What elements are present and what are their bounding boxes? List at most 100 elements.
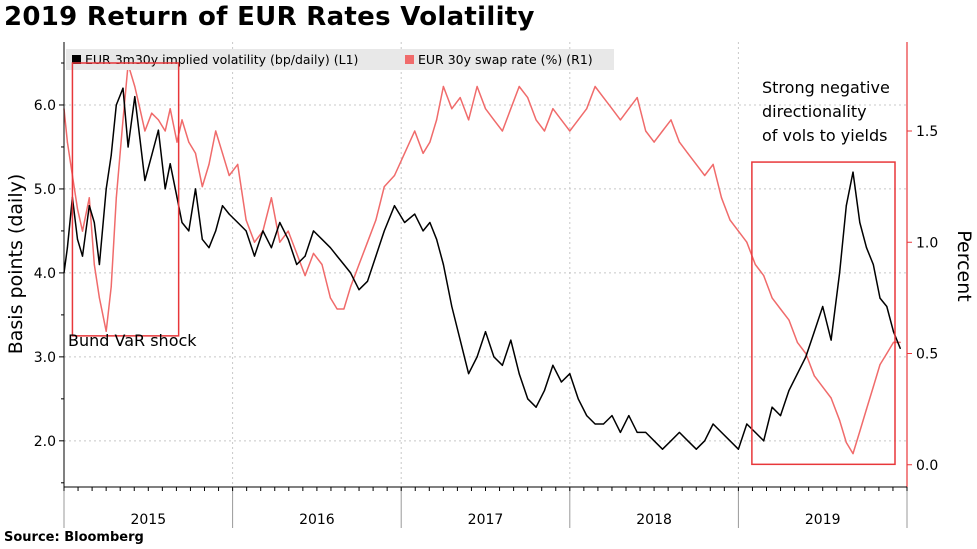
series-point-0: [653, 440, 655, 442]
series-point-0: [329, 247, 331, 249]
series-point-1: [822, 386, 824, 388]
series-point-0: [375, 255, 377, 257]
tick-label-left-1: 3.0: [34, 350, 56, 366]
series-point-1: [704, 174, 706, 177]
series-point-1: [66, 141, 68, 143]
tick-label-left-2: 4.0: [34, 266, 56, 282]
series-point-0: [287, 238, 289, 240]
series-point-1: [105, 330, 107, 332]
series-point-0: [661, 448, 664, 450]
series-point-1: [771, 297, 773, 299]
series-point-1: [221, 152, 224, 154]
series-point-0: [436, 238, 438, 240]
series-point-0: [611, 415, 613, 417]
series-point-1: [442, 85, 444, 88]
tick-label-x-3: 2018: [636, 512, 672, 528]
series-point-1: [879, 364, 881, 366]
series-point-0: [105, 188, 107, 190]
series-point-1: [270, 197, 272, 199]
series-point-1: [336, 308, 338, 310]
series-point-1: [429, 141, 431, 143]
series-point-1: [81, 230, 84, 232]
series-point-1: [393, 174, 396, 177]
series-point-0: [852, 171, 854, 173]
series-point-0: [139, 137, 141, 140]
series-point-1: [237, 163, 239, 165]
series-point-0: [176, 196, 178, 198]
series-point-0: [678, 431, 680, 434]
series-point-0: [899, 347, 901, 350]
series-point-1: [779, 308, 782, 310]
series-point-1: [543, 130, 546, 132]
series-point-1: [653, 141, 655, 143]
series-point-0: [343, 263, 345, 266]
series-point-0: [98, 263, 101, 266]
series-point-1: [602, 97, 605, 99]
series-point-1: [329, 297, 331, 299]
series-point-1: [451, 108, 453, 110]
series-point-1: [459, 97, 461, 99]
series-point-1: [88, 197, 90, 199]
legend-swatch-rate: [405, 55, 414, 64]
series-point-0: [403, 221, 406, 224]
annotation-label-2019-line-2: of vols to yields: [762, 126, 887, 145]
series-point-0: [712, 423, 714, 425]
series-point-1: [321, 263, 323, 266]
series-point-1: [468, 119, 470, 121]
axis-layer: 2.0 3.0 4.0 5.0 6.0 0.0 0.5 1.0 1.5 2015 2016 2017 2…: [34, 42, 938, 528]
series-point-1: [350, 286, 352, 288]
series-point-0: [754, 431, 756, 434]
series-point-0: [468, 373, 470, 375]
series-point-0: [493, 356, 495, 358]
series-point-0: [822, 305, 824, 308]
series-point-1: [645, 130, 647, 132]
series-point-1: [729, 219, 731, 221]
series-point-1: [228, 174, 230, 177]
series-point-1: [76, 208, 79, 210]
series-point-1: [422, 152, 424, 154]
tick-label-left-4: 6.0: [34, 98, 56, 114]
series-point-1: [754, 263, 756, 266]
series-point-0: [746, 423, 748, 425]
series-point-0: [88, 205, 90, 207]
annotation-label-2019-line-1: directionality: [762, 102, 867, 121]
series-point-0: [796, 373, 799, 375]
series-point-1: [296, 252, 298, 254]
series-point-0: [577, 398, 579, 400]
series-point-0: [350, 272, 352, 274]
series-point-1: [695, 163, 697, 165]
series-point-1: [366, 241, 369, 243]
series-point-1: [304, 275, 306, 277]
series-point-1: [476, 85, 478, 88]
series-point-1: [746, 241, 748, 243]
series-point-0: [501, 364, 503, 366]
series-point-1: [110, 286, 112, 288]
series-point-1: [845, 441, 847, 444]
series-point-0: [312, 230, 315, 232]
series-point-1: [201, 186, 203, 188]
y-axis-left-label: Basis points (daily): [5, 174, 27, 355]
series-line-1: [63, 63, 901, 455]
series-point-0: [144, 179, 146, 182]
chart-title: 2019 Return of EUR Rates Volatility: [4, 2, 535, 32]
series-point-1: [253, 241, 256, 243]
series-point-0: [422, 230, 424, 232]
series-point-0: [134, 95, 136, 98]
series-point-0: [81, 255, 84, 257]
series-point-0: [805, 356, 807, 358]
series-point-1: [586, 108, 588, 110]
series-point-1: [720, 197, 723, 199]
series-point-1: [678, 141, 680, 143]
tick-label-right-3: 1.5: [916, 124, 938, 140]
series-point-1: [208, 163, 210, 165]
series-point-1: [852, 453, 854, 455]
series-point-1: [375, 219, 377, 221]
series-point-1: [619, 119, 621, 121]
series-point-0: [830, 339, 832, 341]
series-point-0: [201, 238, 203, 240]
series-point-0: [619, 431, 621, 434]
series-point-1: [403, 152, 406, 154]
series-point-0: [737, 448, 740, 450]
series-point-0: [76, 238, 79, 240]
